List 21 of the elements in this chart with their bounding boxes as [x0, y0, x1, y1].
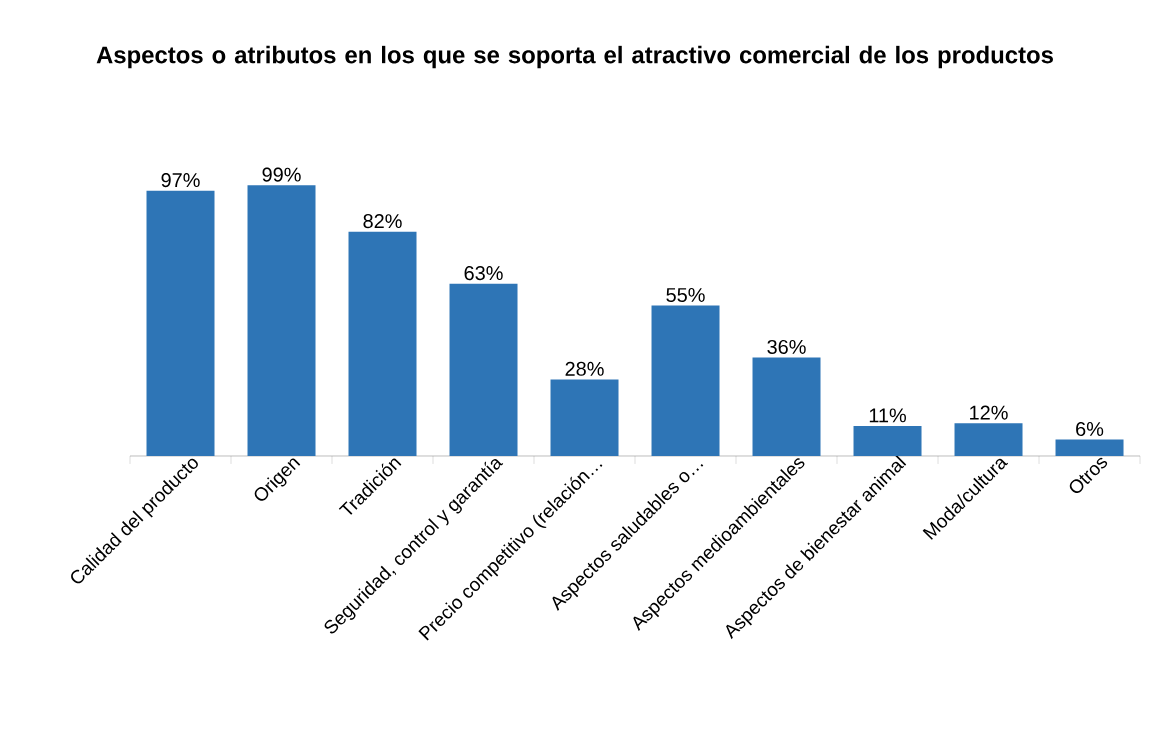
chart-title: Aspectos o atributos en los que se soporta el atractivo comercial de los productos — [96, 45, 1053, 69]
bar — [449, 283, 518, 456]
data-label: 36% — [767, 339, 806, 354]
data-label: 55% — [666, 288, 705, 303]
data-label: 11% — [869, 408, 906, 423]
bar — [247, 185, 316, 456]
bar — [853, 425, 922, 456]
bar — [752, 357, 821, 456]
bar — [651, 305, 720, 456]
data-label: 63% — [464, 266, 503, 281]
data-label: 6% — [1076, 421, 1104, 437]
bar — [550, 379, 619, 456]
bar — [954, 423, 1023, 456]
data-label: 82% — [363, 214, 402, 229]
data-label: 97% — [161, 173, 200, 188]
bar — [348, 231, 417, 456]
data-label: 12% — [970, 405, 1008, 420]
bar — [1055, 439, 1124, 456]
data-label: 28% — [565, 361, 604, 376]
bar — [146, 190, 215, 456]
data-label: 99% — [262, 167, 301, 182]
